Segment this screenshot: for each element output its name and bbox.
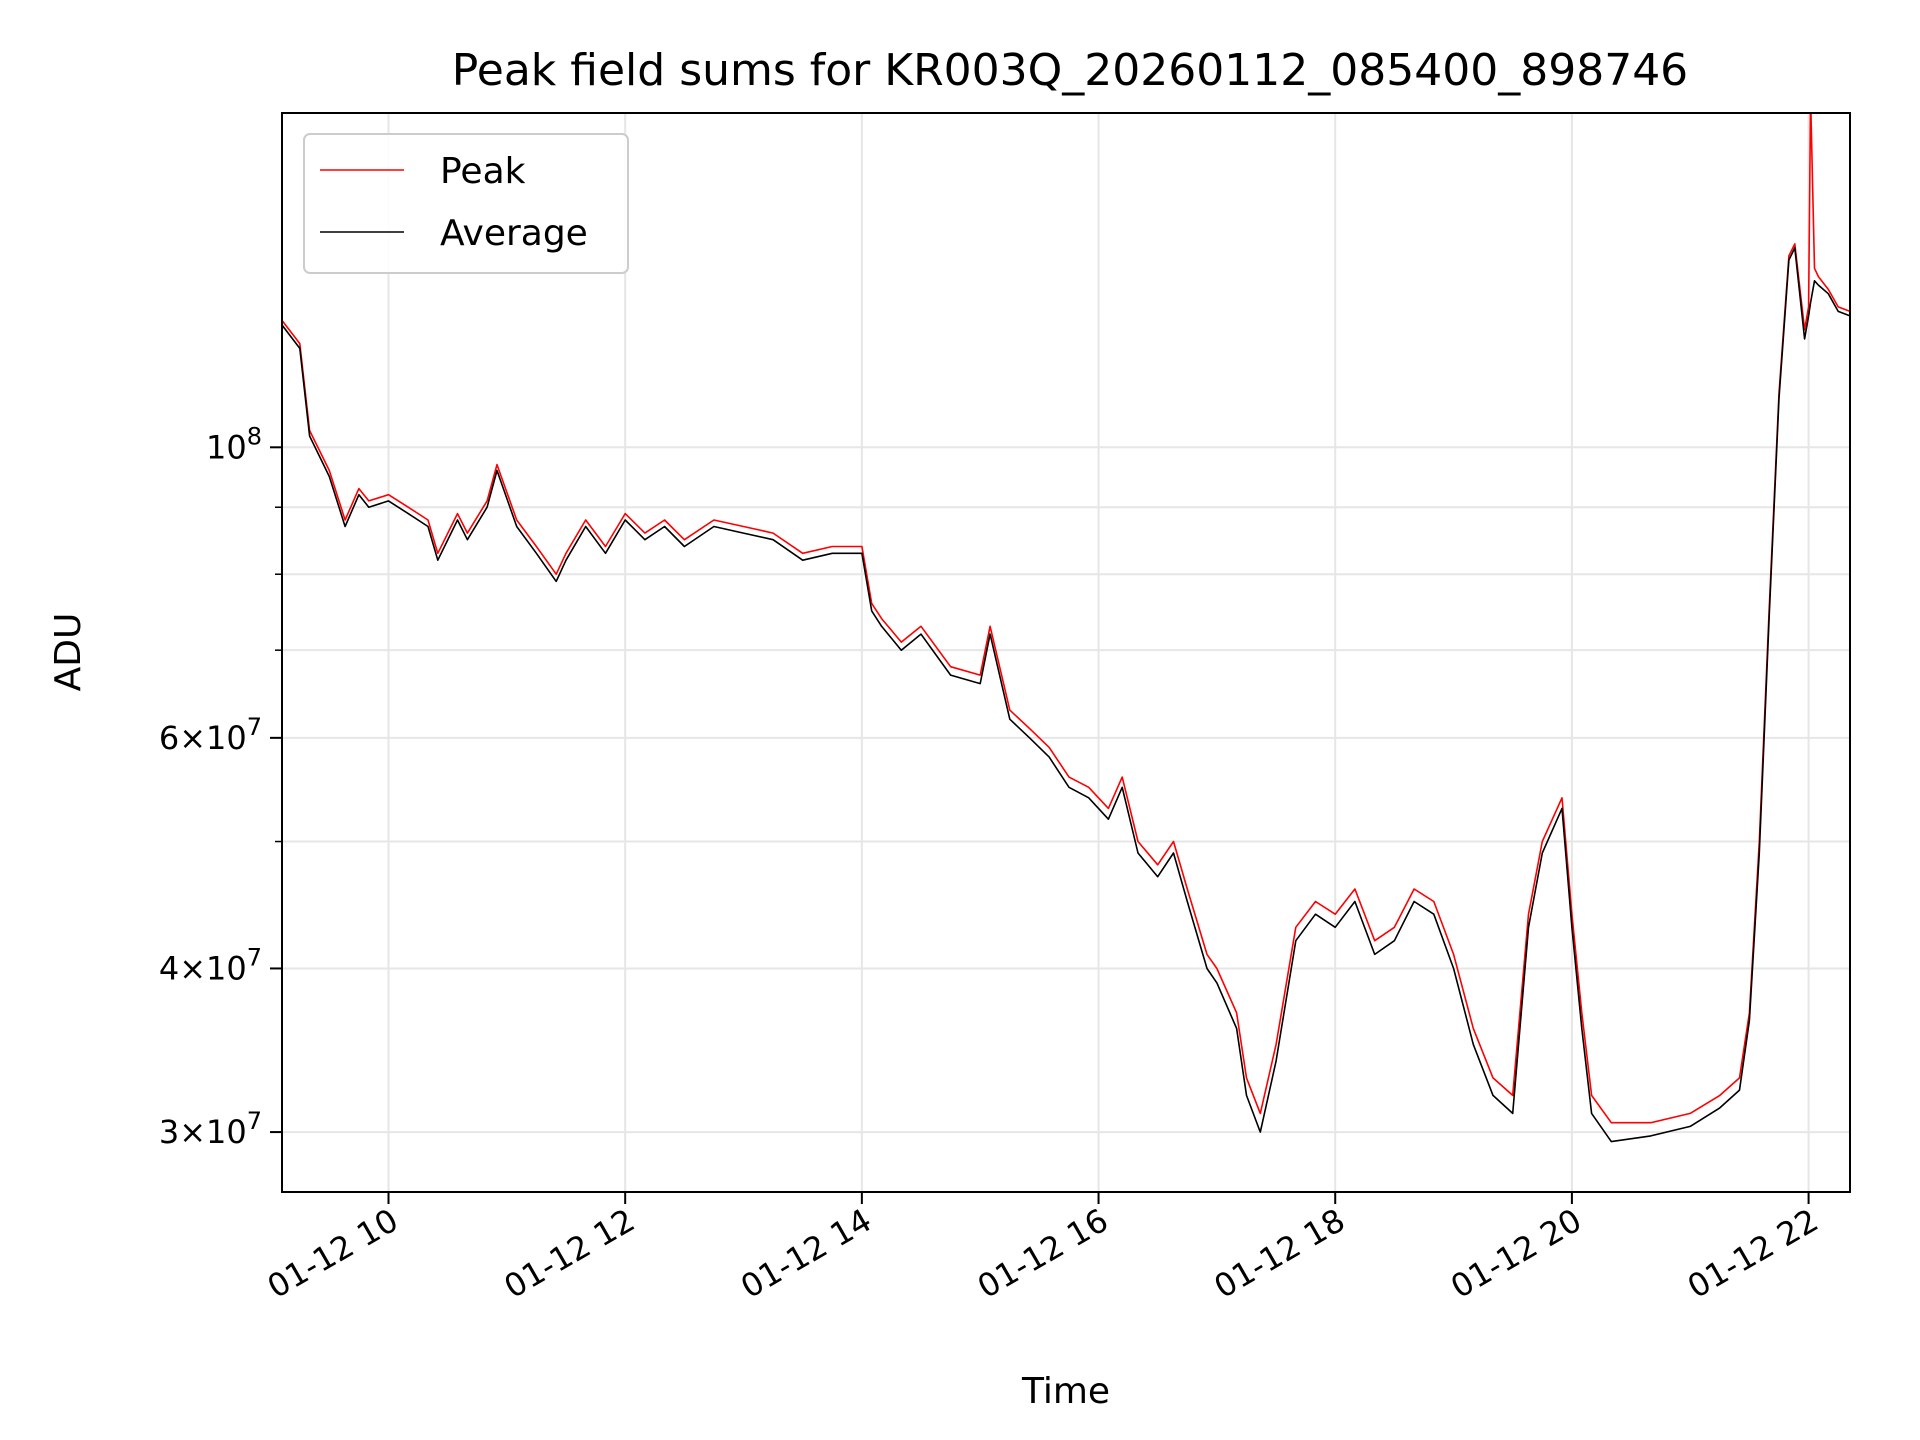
legend: Peak Average — [303, 133, 629, 274]
grid — [282, 113, 1850, 1192]
x-axis-label: Time — [1021, 1371, 1110, 1412]
y-tick-label: 3×107 — [159, 1107, 262, 1151]
legend-box — [303, 133, 629, 274]
y-tick-label: 4×107 — [159, 943, 262, 987]
chart-title: Peak field sums for KR003Q_20260112_0854… — [452, 45, 1688, 96]
series-layer — [282, 113, 1850, 1143]
y-tick-label: 108 — [206, 422, 262, 466]
y-tick-label: 6×107 — [159, 713, 262, 757]
series-line-peak — [282, 113, 1850, 1124]
y-axis: 3×107 4×107 6×107 108 — [159, 422, 282, 1151]
legend-label-average: Average — [440, 213, 588, 254]
plot-frame — [281, 112, 1851, 1193]
legend-label-peak: Peak — [440, 151, 526, 192]
y-axis-label: ADU — [48, 613, 89, 692]
series-line-average — [282, 247, 1850, 1143]
